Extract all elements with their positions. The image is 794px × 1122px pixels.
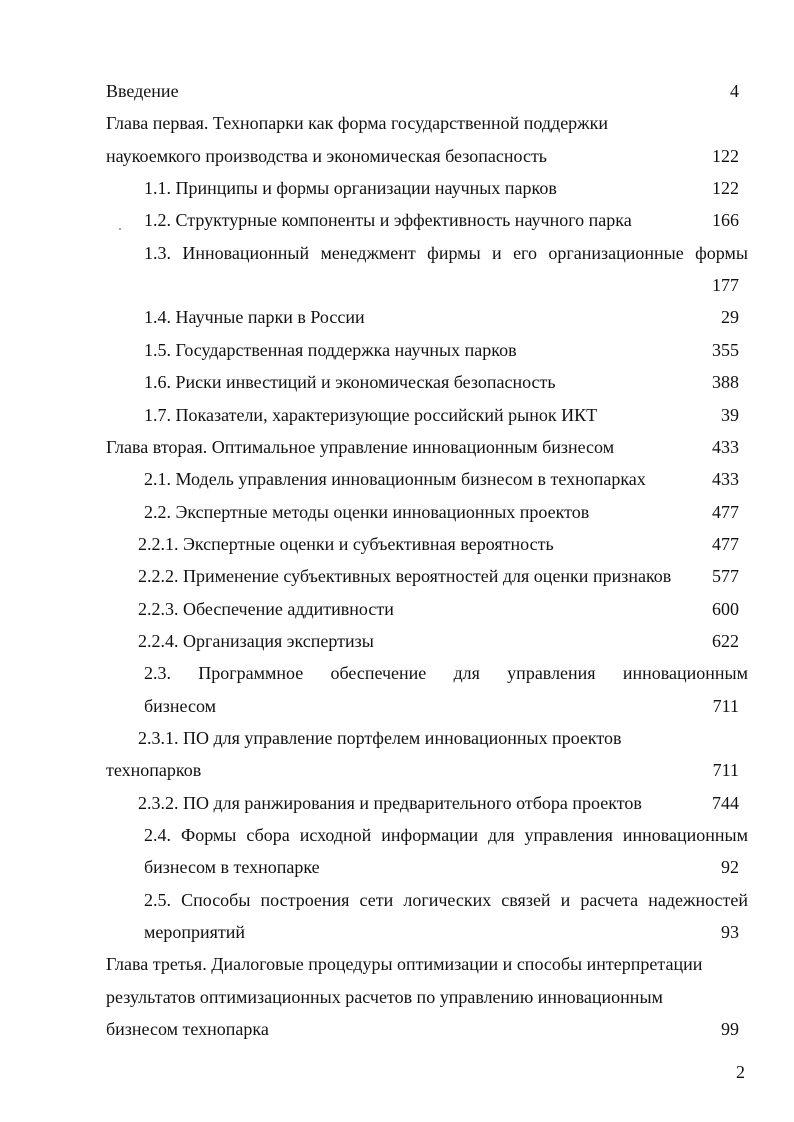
toc-entry-page: 39 <box>721 404 739 425</box>
toc-entry-page: 29 <box>721 307 739 328</box>
toc-entry-title: 2.2.4. Организация экспертизы <box>138 630 374 651</box>
toc-entry-page: 744 <box>712 792 739 813</box>
toc-entry-title: 1.2. Структурные компоненты и эффективно… <box>144 210 632 231</box>
toc-entry-page: 4 <box>730 81 739 101</box>
toc-entry-title: 2.2.3. Обеспечение аддитивности <box>138 598 394 619</box>
toc-entry-title: 2.3.2. ПО для ранжирования и предварител… <box>138 792 642 813</box>
toc-entry-page: 622 <box>712 630 739 651</box>
toc-entry-title: бизнесом в технопарке <box>144 857 320 878</box>
toc-entry-title: 2.2. Экспертные методы оценки инновацион… <box>144 501 590 522</box>
toc-entry-title: 1.7. Показатели, характеризующие российс… <box>144 404 598 425</box>
toc-entry-title: мероприятий <box>144 922 246 943</box>
toc-entry-page: 166 <box>712 210 739 231</box>
toc-entry-page: 355 <box>712 339 739 360</box>
toc-entry-title: 2.1. Модель управления инновационным биз… <box>144 469 646 490</box>
toc-entry-title: 2.4. Формы сбора исходной информации для… <box>144 825 748 846</box>
toc-entry-title: Глава первая. Технопарки как форма госуд… <box>106 113 608 134</box>
toc-entry-title: 1.4. Научные парки в России <box>144 307 365 328</box>
toc-entry-page: 477 <box>712 533 739 554</box>
toc-entry-page: 388 <box>712 372 739 393</box>
toc-entry-title: 1.6. Риски инвестиций и экономическая бе… <box>144 372 556 393</box>
toc-entry-title: 2.3.1. ПО для управление портфелем иннов… <box>138 728 622 748</box>
toc-entry-title: 2.2.1. Экспертные оценки и субъективная … <box>138 533 554 554</box>
toc-entry-page: 711 <box>712 695 739 716</box>
toc-entry-title: результатов оптимизационных расчетов по … <box>106 986 663 1007</box>
toc-entry-title: 2.5. Способы построения сети логических … <box>144 889 748 910</box>
toc-entry-page: 433 <box>712 469 739 490</box>
toc-entry-title: 2.3. Программное обеспечение для управле… <box>144 663 748 684</box>
toc-entry-page: 99 <box>721 1019 739 1040</box>
toc-entry-page: 577 <box>712 566 739 587</box>
toc-entry-title: 2.2.2. Применение субъективных вероятнос… <box>138 566 672 587</box>
toc-entry-title: Глава третья. Диалоговые процедуры оптим… <box>106 954 703 975</box>
toc-entry-title: 1.5. Государственная поддержка научных п… <box>144 339 517 360</box>
scan-speck <box>119 228 121 230</box>
toc-entry-title: бизнесом <box>144 695 217 716</box>
toc-entry-page: 600 <box>712 598 739 619</box>
toc-entry-title: Глава вторая. Оптимальное управление инн… <box>106 436 615 457</box>
page-number: 2 <box>736 1062 745 1082</box>
toc-entry-page: 711 <box>712 760 739 781</box>
toc-entry-page: 122 <box>712 178 739 199</box>
toc-entry-page: 93 <box>721 922 739 943</box>
toc-entry-page: 92 <box>721 857 739 878</box>
toc-entry-page: 433 <box>712 436 739 457</box>
toc-entry-title: Введение <box>106 81 179 101</box>
toc-entry-title: наукоемкого производства и экономическая… <box>106 145 548 166</box>
toc-entry-page: 477 <box>712 501 739 522</box>
toc-entry-title: бизнесом технопарка <box>106 1019 269 1040</box>
toc-entry-page: 177 <box>712 275 739 296</box>
toc-entry-title: 1.3. Инновационный менеджмент фирмы и ег… <box>144 242 748 263</box>
toc-entry-title: технопарков <box>106 760 202 781</box>
toc-entry-page: 122 <box>712 145 739 166</box>
toc-entry-title: 1.1. Принципы и формы организации научны… <box>144 178 557 199</box>
